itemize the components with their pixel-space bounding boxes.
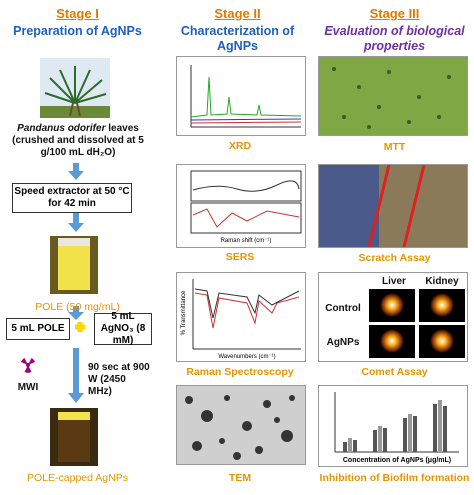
row-label: AgNPs xyxy=(326,337,360,348)
reagent-box: 5 mL POLE xyxy=(6,318,70,340)
column-label: Liver xyxy=(382,276,406,287)
xrd-chart xyxy=(176,56,306,136)
plant-photo xyxy=(40,58,110,118)
tem-image xyxy=(176,385,306,465)
reagent-box: 5 mL AgNO₃ (8 mM) xyxy=(94,311,152,346)
method-label: XRD xyxy=(228,140,252,152)
leaves-desc: leaves (crushed and dissolved at 5 g/100… xyxy=(12,123,144,158)
axis-label: Concentration of AgNPs (μg/mL) xyxy=(343,457,451,464)
method-label: TEM xyxy=(228,472,252,484)
stage-subtitle: Evaluation of biological properties xyxy=(324,24,465,53)
mtt-image xyxy=(318,56,468,136)
ftir-chart: Wavenumbers (cm⁻¹) % Transmittance xyxy=(176,272,306,362)
stage-subtitle: Preparation of AgNPs xyxy=(13,24,142,38)
row-label: Control xyxy=(325,303,361,314)
comet-panel: Liver Kidney Control AgNPs xyxy=(318,272,468,362)
product-label: POLE-capped AgNPs xyxy=(27,472,128,484)
stage-title: Stage II xyxy=(214,6,261,21)
radiation-icon xyxy=(20,357,36,373)
axis-label: Wavenumbers (cm⁻¹) xyxy=(218,354,275,360)
method-label: SERS xyxy=(225,251,255,263)
method-label: Raman Spectroscopy xyxy=(186,366,294,378)
stage-title: Stage I xyxy=(56,6,99,21)
flow-arrows xyxy=(20,163,98,466)
mwi-label: MWI xyxy=(17,382,39,393)
scratch-image xyxy=(318,164,468,248)
mwi-conditions: 90 sec at 900 W (2450 MHz) xyxy=(88,362,150,397)
axis-label: Raman shift (cm⁻¹) xyxy=(221,238,272,244)
stage-subtitle: Characterization of AgNPs xyxy=(180,24,295,53)
extractor-box: Speed extractor at 50 °C for 42 min xyxy=(12,183,132,213)
stage-title: Stage III xyxy=(369,6,420,21)
assay-label: MTT xyxy=(383,141,406,153)
assay-label: Comet Assay xyxy=(361,366,428,378)
assay-label: Scratch Assay xyxy=(358,252,431,264)
column-label: Kidney xyxy=(425,276,459,287)
biofilm-chart: Concentration of AgNPs (μg/mL) xyxy=(318,385,468,467)
axis-label: % Transmittance xyxy=(181,290,187,335)
arrow xyxy=(68,163,84,403)
species: Pandanus odorifer xyxy=(17,123,106,134)
comet-images xyxy=(369,289,465,358)
assay-label: Inhibition of Biofilm formation xyxy=(319,472,470,484)
sers-chart: Raman shift (cm⁻¹) xyxy=(176,164,306,248)
leaves-text: Pandanus odorifer leaves (crushed and di… xyxy=(4,123,152,159)
extract-label: POLE (50 mg/mL) xyxy=(35,301,120,313)
